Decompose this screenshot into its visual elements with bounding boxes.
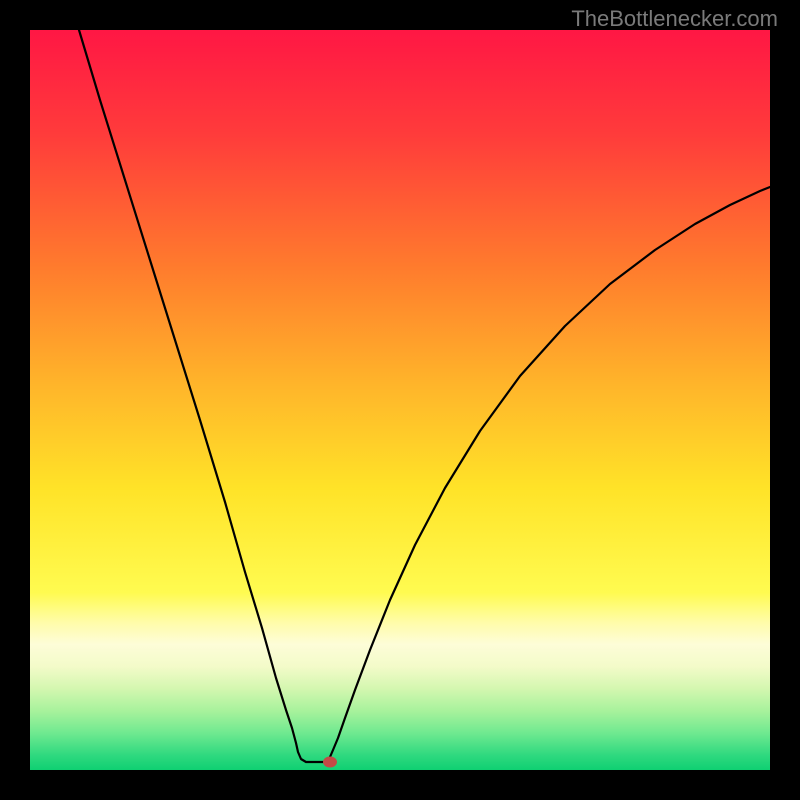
optimum-marker <box>323 757 337 768</box>
watermark-text: TheBottlenecker.com <box>571 6 778 32</box>
bottleneck-curve <box>0 0 800 800</box>
